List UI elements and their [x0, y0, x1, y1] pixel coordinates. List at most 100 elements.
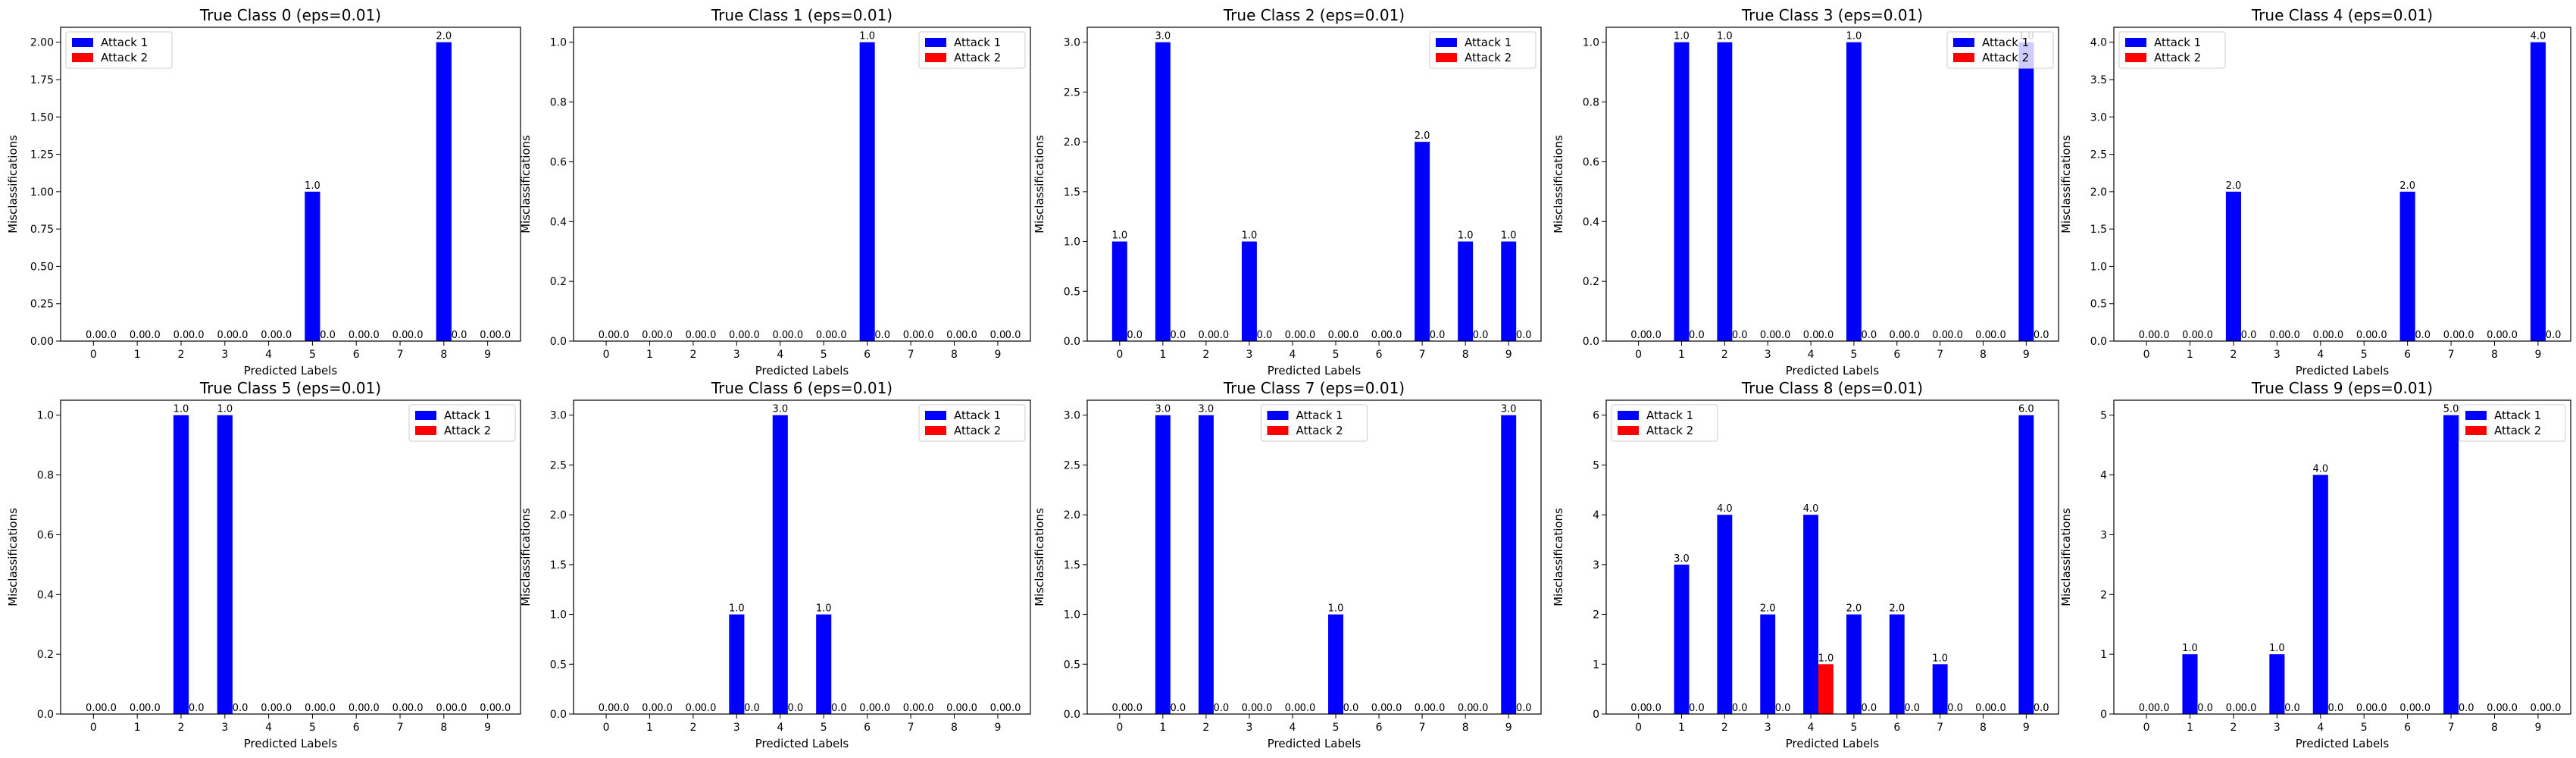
subplot-title: True Class 1 (eps=0.01)	[711, 6, 893, 24]
bar-value-label: 0.0	[276, 330, 292, 341]
bar-attack-1-label-1	[2182, 654, 2198, 714]
bar-attack-1-label-5	[305, 191, 320, 341]
bar-value-label: 0.0	[2312, 330, 2328, 341]
x-tick-label: 6	[1376, 349, 1383, 361]
y-tick-label: 1.0	[550, 37, 567, 49]
y-axis-label: Misclassifications	[1552, 508, 1565, 606]
bar-value-label: 0.0	[918, 703, 934, 714]
bar-value-label: 0.0	[1803, 330, 1819, 341]
y-tick-label: 2.0	[2090, 186, 2107, 199]
bar-value-label: 0.0	[990, 330, 1006, 341]
x-axis-label: Predicted Labels	[1786, 364, 1880, 377]
y-tick-label: 1.75	[30, 74, 54, 86]
bar-value-label: 0.0	[903, 703, 919, 714]
bar-value-label: 2.0	[436, 31, 452, 42]
x-tick-label: 2	[1202, 349, 1209, 361]
bar-value-label: 0.0	[874, 330, 890, 341]
y-tick-label: 6	[1593, 410, 1599, 422]
y-tick-label: 0.50	[30, 261, 54, 273]
bar-value-label: 0.0	[145, 703, 161, 714]
bar-value-label: 0.0	[2399, 703, 2415, 714]
subplot-title: True Class 5 (eps=0.01)	[199, 379, 381, 397]
y-tick-label: 2.5	[2090, 149, 2107, 161]
bar-value-label: 0.0	[408, 330, 424, 341]
x-tick-label: 8	[1980, 722, 1987, 734]
subplot-class-4: True Class 4 (eps=0.01)0.0 0.02.00.0 0.0 0.…	[2059, 6, 2571, 377]
x-tick-label: 6	[1893, 722, 1900, 734]
legend: Attack 1 Attack 2	[918, 31, 1026, 69]
bar-value-label: 0.0	[392, 330, 408, 341]
bar-value-label: 0.0	[189, 330, 205, 341]
bar-value-label: 0.0	[831, 330, 847, 341]
x-tick-label: 5	[1333, 722, 1340, 734]
legend-swatch-attack-1	[1267, 411, 1289, 420]
legend-label: Attack 1	[954, 36, 1001, 49]
bar-value-label: 0.0	[788, 330, 804, 341]
bar-value-label: 2.0	[1889, 603, 1905, 615]
y-axis-label: Misclassifications	[1033, 135, 1046, 233]
legend-swatch-attack-2	[2465, 426, 2487, 435]
legend-swatch-attack-2	[72, 53, 93, 62]
y-tick-label: 1.0	[1064, 236, 1080, 249]
bar-value-label: 1.0	[1458, 230, 1474, 242]
bar-value-label: 0.0	[1005, 703, 1021, 714]
y-tick-label: 0.2	[1583, 276, 1599, 288]
bar-value-label: 0.0	[701, 330, 717, 341]
x-tick-label: 1	[1159, 722, 1166, 734]
y-tick-label: 0.5	[2090, 299, 2107, 311]
x-tick-label: 0	[90, 349, 97, 361]
y-tick-label: 3	[2100, 529, 2107, 541]
axes-frame	[60, 399, 521, 715]
x-tick-label: 6	[353, 722, 360, 734]
y-tick-label: 4	[2100, 470, 2107, 482]
x-tick-label: 8	[440, 722, 447, 734]
x-tick-label: 5	[821, 722, 827, 734]
bar-attack-1-label-3	[217, 415, 233, 714]
bar-value-label: 0.0	[392, 703, 408, 714]
bar-value-label: 0.0	[744, 703, 760, 714]
bar-value-label: 0.0	[408, 703, 424, 714]
legend-label: Attack 1	[444, 409, 491, 422]
bar-value-label: 0.0	[496, 703, 511, 714]
y-tick-label: 0.8	[1583, 97, 1599, 109]
bar-value-label: 0.0	[599, 703, 614, 714]
bar-value-label: 0.0	[1990, 330, 2006, 341]
x-tick-label: 7	[2448, 349, 2455, 361]
bar-value-label: 0.0	[217, 330, 233, 341]
subplot-class-9: True Class 9 (eps=0.01) 0.0 1.0 0.0 1.0 4.0 0.…	[2059, 379, 2571, 750]
bar-attack-1-label-5	[816, 614, 832, 714]
x-tick-label: 3	[1765, 349, 1771, 361]
legend-swatch-attack-2	[1953, 53, 1974, 62]
legend-swatch-attack-1	[72, 38, 93, 47]
x-tick-label: 6	[2404, 722, 2411, 734]
y-tick-label: 4	[1593, 509, 1599, 522]
bar-attack-1-label-9	[1501, 415, 1517, 714]
y-tick-label: 0.0	[37, 709, 54, 721]
x-tick-label: 4	[777, 722, 783, 734]
x-tick-label: 5	[1850, 722, 1857, 734]
y-tick-label: 0.0	[550, 709, 567, 721]
legend: Attack 1 Attack 2	[408, 404, 516, 442]
bar-value-label: 0.0	[305, 703, 320, 714]
bar-value-label: 0.0	[1430, 703, 1446, 714]
y-tick-label: 2.00	[30, 37, 54, 49]
bar-value-label: 1.0	[1242, 230, 1258, 242]
x-tick-label: 6	[864, 722, 871, 734]
bar-value-label: 0.0	[86, 703, 102, 714]
x-tick-label: 8	[1462, 349, 1469, 361]
bar-value-label: 0.0	[1630, 703, 1646, 714]
y-tick-label: 0.25	[30, 299, 54, 311]
bar-value-label: 1.0	[1818, 653, 1834, 664]
bar-value-label: 0.0	[1889, 330, 1905, 341]
legend-label: Attack 2	[954, 424, 1001, 437]
bar-value-label: 0.0	[614, 330, 630, 341]
legend-label: Attack 1	[2154, 36, 2201, 49]
legend-label: Attack 1	[2494, 409, 2541, 422]
x-tick-label: 9	[2023, 349, 2030, 361]
bar-value-label: 1.0	[2182, 643, 2198, 654]
x-tick-label: 3	[2274, 349, 2281, 361]
legend-swatch-attack-1	[925, 411, 946, 420]
bar-attack-1-label-5	[1846, 614, 1862, 714]
axes-frame	[573, 399, 1031, 715]
bar-value-label: 0.0	[1732, 330, 1748, 341]
